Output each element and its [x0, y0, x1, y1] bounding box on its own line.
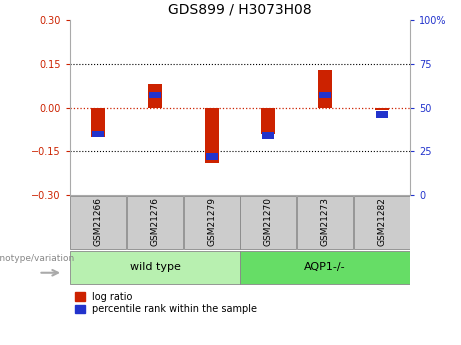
Bar: [376, 111, 388, 118]
Bar: [149, 92, 161, 98]
Text: GSM21273: GSM21273: [320, 197, 330, 246]
FancyBboxPatch shape: [240, 251, 410, 284]
Text: GSM21279: GSM21279: [207, 197, 216, 246]
FancyBboxPatch shape: [297, 196, 353, 249]
Bar: [262, 132, 274, 139]
Bar: [261, 108, 275, 134]
Text: GSM21270: GSM21270: [264, 197, 273, 246]
Legend: log ratio, percentile rank within the sample: log ratio, percentile rank within the sa…: [75, 292, 257, 314]
FancyBboxPatch shape: [70, 196, 126, 249]
FancyBboxPatch shape: [354, 196, 410, 249]
FancyBboxPatch shape: [240, 196, 296, 249]
Text: wild type: wild type: [130, 262, 180, 272]
Title: GDS899 / H3073H08: GDS899 / H3073H08: [168, 2, 312, 16]
Text: GSM21282: GSM21282: [377, 197, 386, 246]
Bar: [318, 70, 332, 108]
FancyBboxPatch shape: [183, 196, 240, 249]
Bar: [148, 84, 162, 108]
Bar: [375, 108, 389, 110]
Text: GSM21266: GSM21266: [94, 197, 103, 246]
FancyBboxPatch shape: [70, 251, 240, 284]
Bar: [92, 131, 104, 137]
Text: AQP1-/-: AQP1-/-: [304, 262, 346, 272]
Text: genotype/variation: genotype/variation: [0, 254, 75, 263]
FancyBboxPatch shape: [127, 196, 183, 249]
Text: GSM21276: GSM21276: [150, 197, 160, 246]
Bar: [205, 108, 219, 163]
Bar: [206, 154, 218, 159]
Bar: [319, 92, 331, 98]
Bar: [91, 108, 106, 137]
